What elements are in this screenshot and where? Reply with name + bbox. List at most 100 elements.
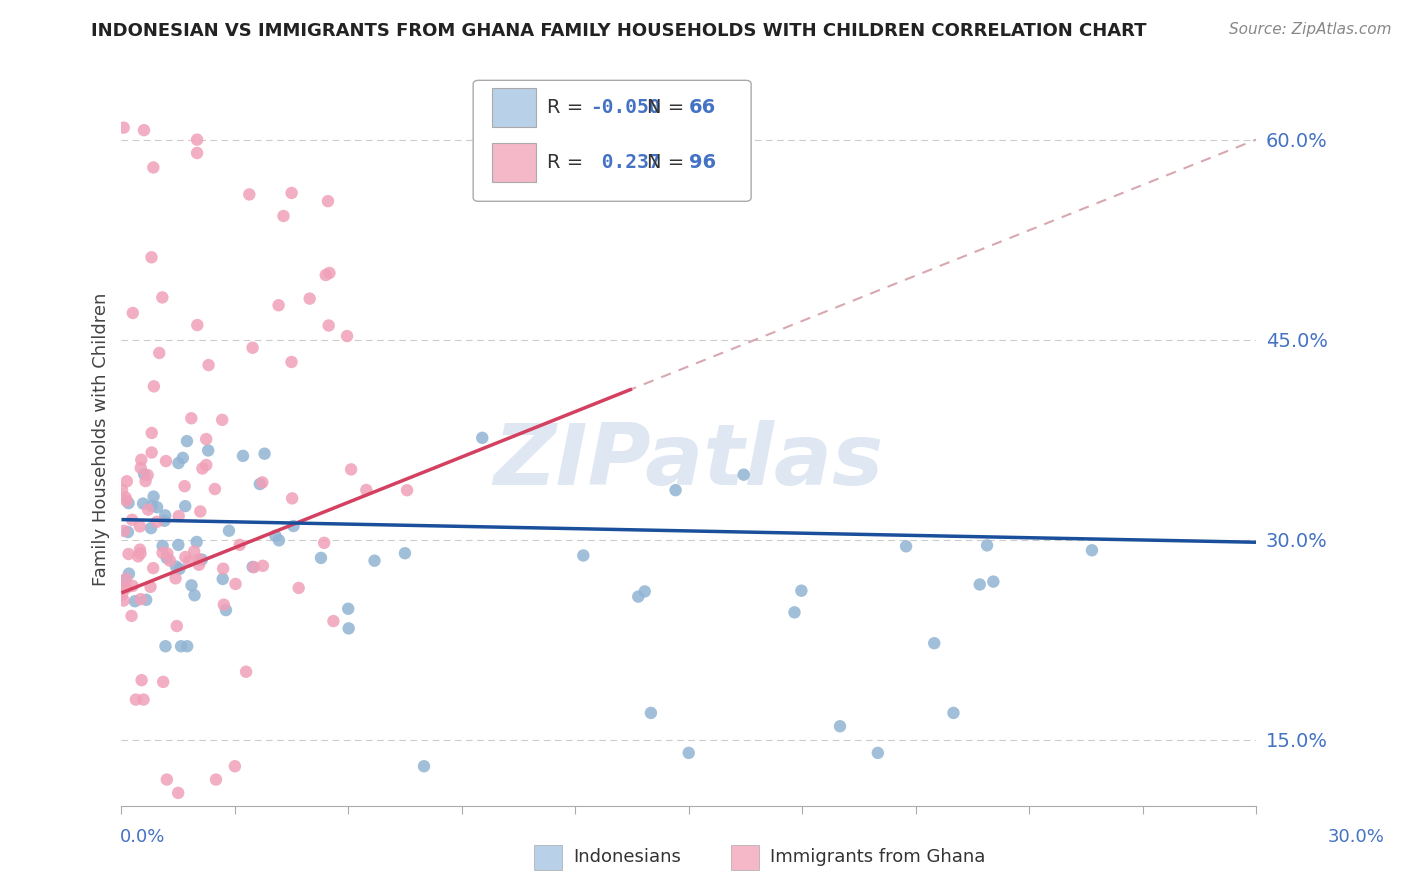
Point <box>205 772 228 787</box>
Point <box>156 547 179 561</box>
Point <box>111 483 134 497</box>
Point <box>572 549 595 563</box>
Point <box>229 538 252 552</box>
Point <box>224 759 246 773</box>
Point <box>117 524 139 539</box>
Point <box>337 621 360 635</box>
Point <box>640 706 662 720</box>
Point <box>180 411 202 425</box>
Point <box>121 306 143 320</box>
Point <box>186 318 208 332</box>
Point <box>141 499 163 513</box>
Point <box>125 692 148 706</box>
Point <box>174 499 197 513</box>
Point <box>252 558 274 573</box>
Text: R =: R = <box>547 98 589 117</box>
Point <box>186 133 208 147</box>
Point <box>322 614 344 628</box>
Point <box>156 772 179 787</box>
Point <box>197 358 219 372</box>
Point <box>336 329 359 343</box>
Point <box>866 746 889 760</box>
Text: INDONESIAN VS IMMIGRANTS FROM GHANA FAMILY HOUSEHOLDS WITH CHILDREN CORRELATION : INDONESIAN VS IMMIGRANTS FROM GHANA FAMI… <box>91 22 1147 40</box>
Point <box>340 462 363 476</box>
Point <box>281 491 304 506</box>
Text: N =: N = <box>647 98 690 117</box>
Point <box>159 554 181 568</box>
Point <box>413 759 436 773</box>
Text: Indonesians: Indonesians <box>574 848 682 866</box>
Point <box>188 552 211 566</box>
Point <box>129 592 152 607</box>
Point <box>180 578 202 592</box>
Point <box>148 346 170 360</box>
Point <box>117 496 139 510</box>
Text: N =: N = <box>647 153 690 172</box>
Point <box>131 673 153 688</box>
Point <box>115 572 138 586</box>
Point <box>894 539 917 553</box>
Point <box>115 581 138 595</box>
Point <box>197 443 219 458</box>
Point <box>139 521 162 535</box>
Point <box>142 490 165 504</box>
Point <box>121 608 143 623</box>
Point <box>287 581 309 595</box>
Point <box>153 508 176 523</box>
Point <box>152 539 174 553</box>
FancyBboxPatch shape <box>474 80 751 202</box>
Point <box>129 519 152 533</box>
Point <box>183 544 205 558</box>
Point <box>634 584 657 599</box>
Point <box>678 746 700 760</box>
Point <box>117 547 139 561</box>
Point <box>280 186 302 200</box>
Point <box>976 538 998 552</box>
Point <box>150 290 173 304</box>
Point <box>155 639 177 653</box>
Point <box>828 719 851 733</box>
Point <box>191 552 214 566</box>
Point <box>166 619 188 633</box>
Point <box>176 639 198 653</box>
Point <box>136 468 159 483</box>
Text: 66: 66 <box>689 98 716 117</box>
Point <box>790 583 813 598</box>
Point <box>110 581 132 595</box>
Point <box>188 504 211 518</box>
Point <box>132 692 155 706</box>
Point <box>318 266 340 280</box>
Point <box>135 474 157 488</box>
Point <box>112 593 135 607</box>
Y-axis label: Family Households with Children: Family Households with Children <box>93 293 110 586</box>
Point <box>242 560 264 574</box>
Point <box>298 292 321 306</box>
Point <box>981 574 1004 589</box>
Point <box>314 536 336 550</box>
Point <box>114 491 136 505</box>
Point <box>141 425 163 440</box>
Text: 30.0%: 30.0% <box>1329 828 1385 846</box>
Point <box>141 250 163 264</box>
Point <box>215 603 238 617</box>
Point <box>115 494 138 508</box>
Point <box>135 592 157 607</box>
Point <box>167 509 190 524</box>
Text: -0.050: -0.050 <box>591 98 661 117</box>
FancyBboxPatch shape <box>492 144 536 181</box>
Point <box>309 550 332 565</box>
Point <box>267 298 290 312</box>
Point <box>177 554 200 568</box>
Point <box>783 605 806 619</box>
Point <box>165 559 187 574</box>
Point <box>283 519 305 533</box>
Point <box>211 413 233 427</box>
Point <box>363 554 385 568</box>
Text: Source: ZipAtlas.com: Source: ZipAtlas.com <box>1229 22 1392 37</box>
Point <box>173 479 195 493</box>
Point <box>156 551 179 566</box>
Point <box>316 194 339 209</box>
Point <box>235 665 257 679</box>
Point <box>225 577 247 591</box>
Point <box>129 452 152 467</box>
